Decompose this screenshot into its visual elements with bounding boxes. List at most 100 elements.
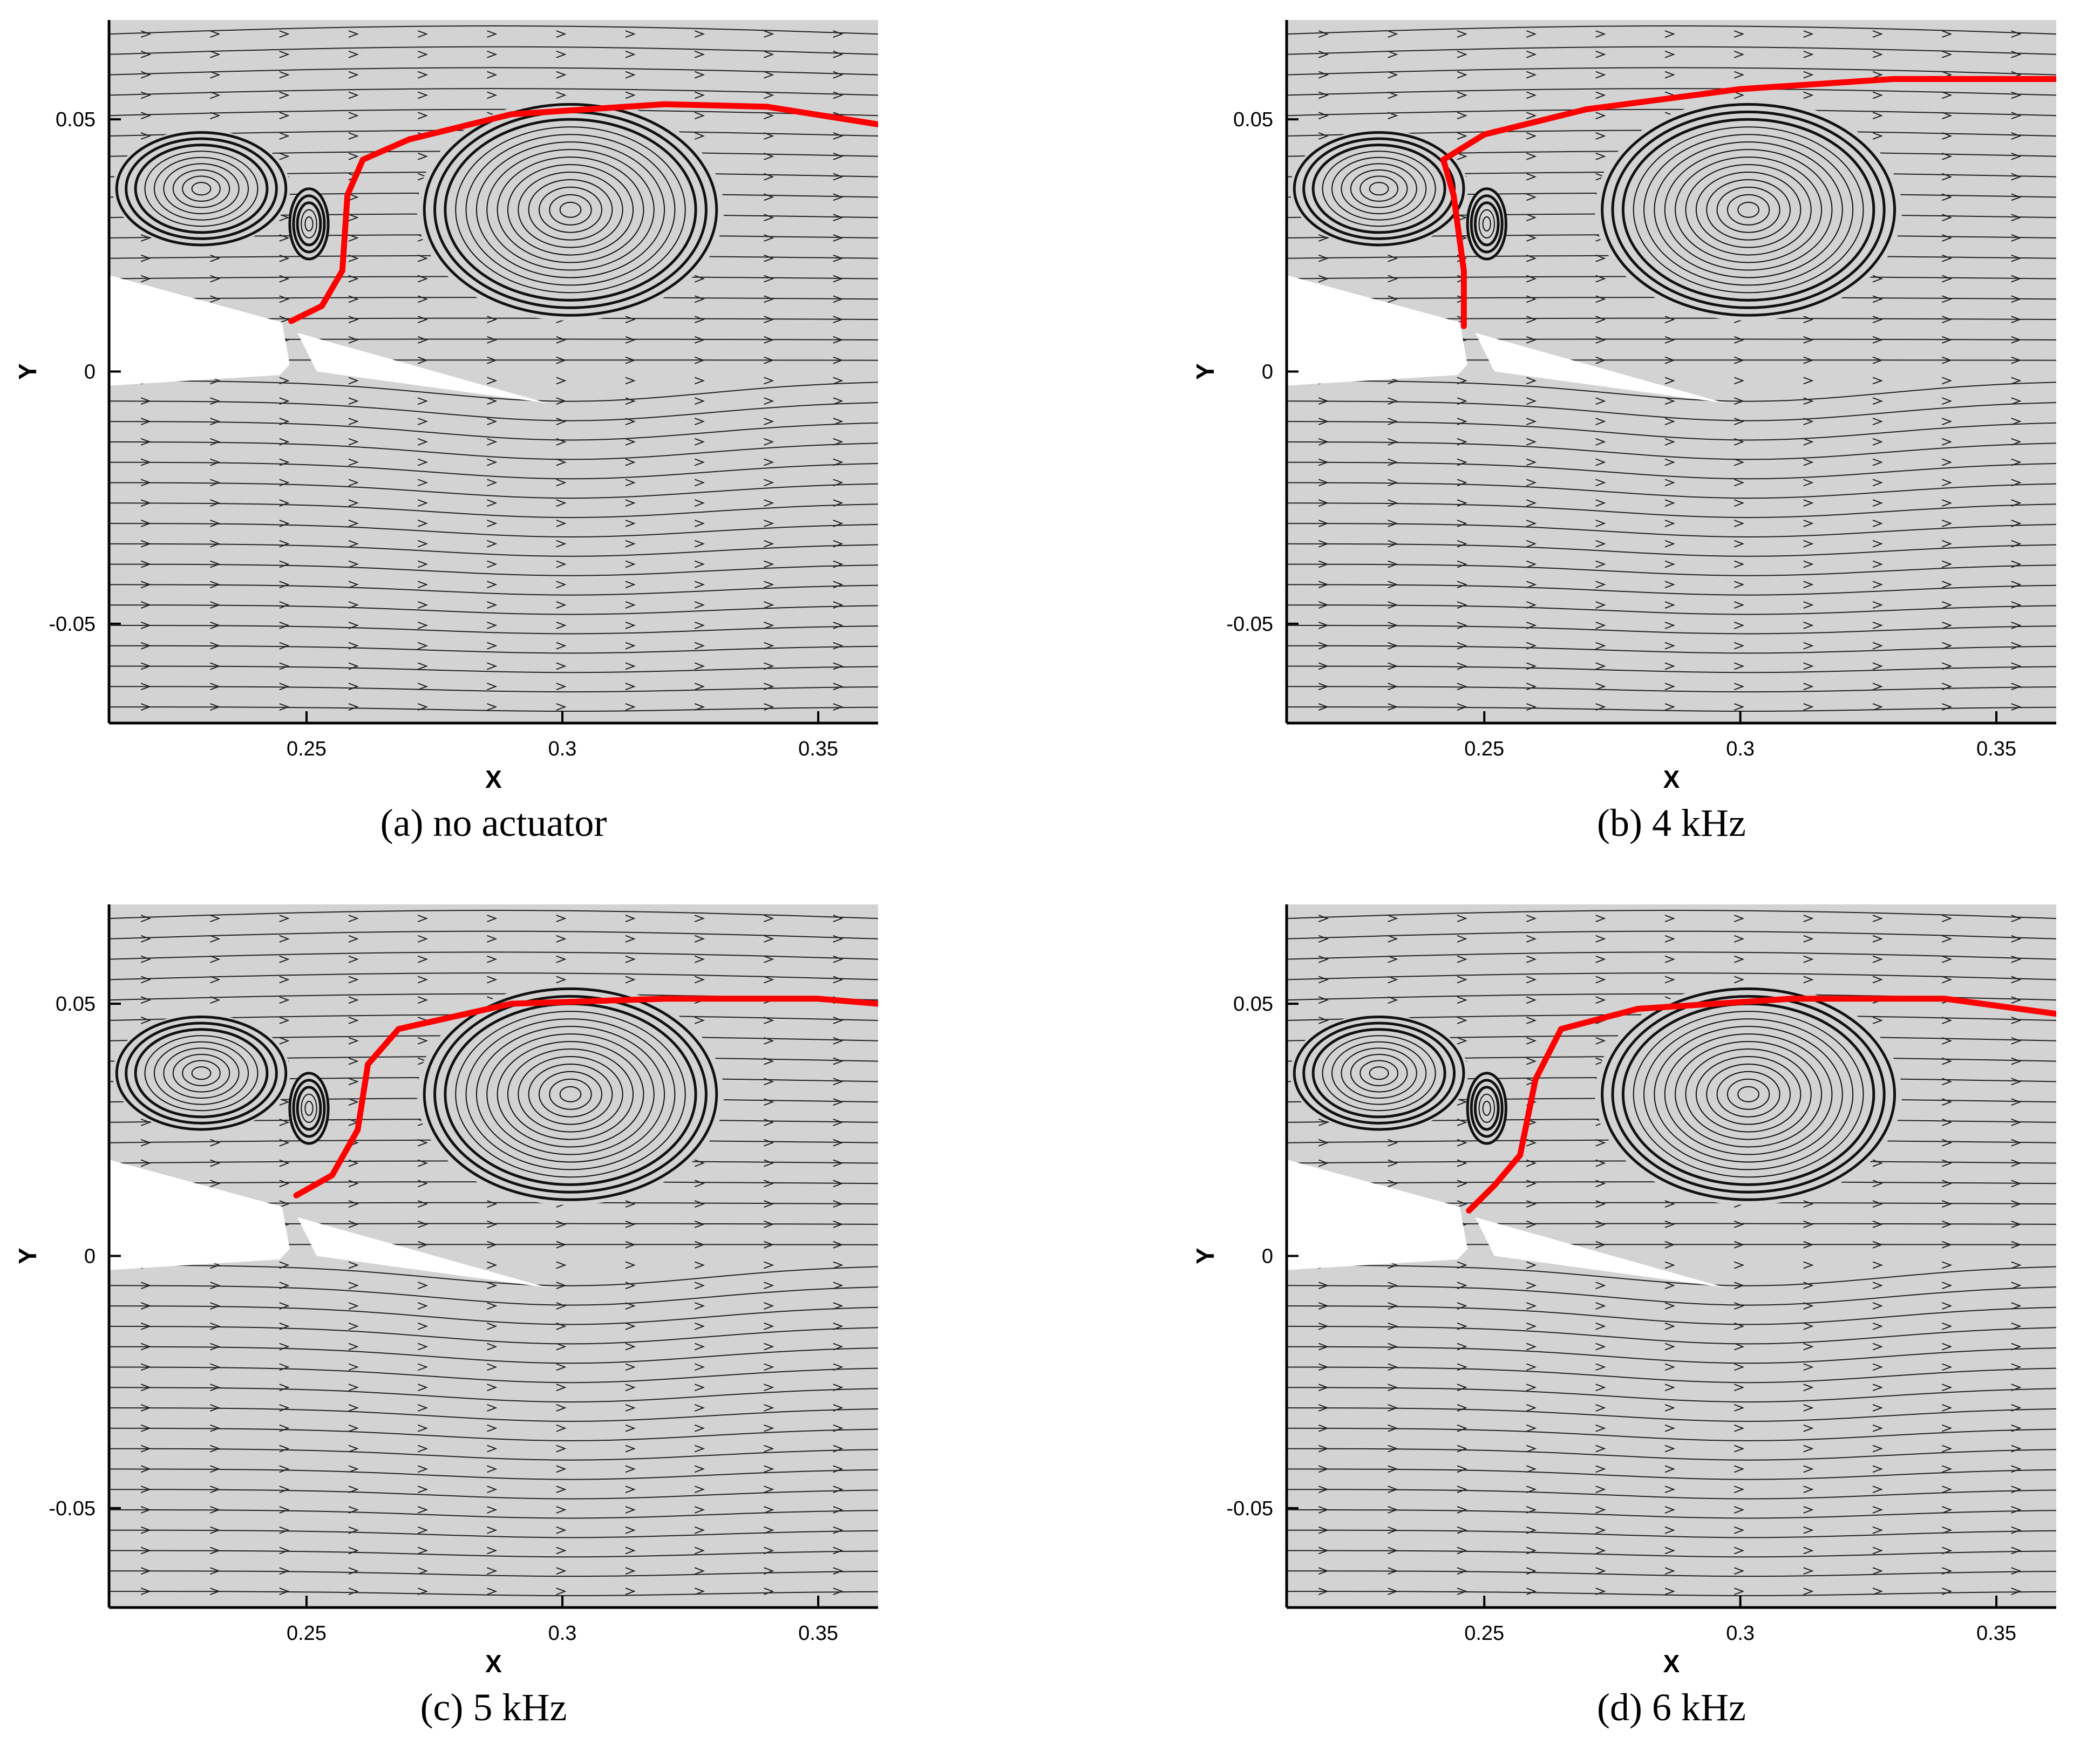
streamline-arrow — [1595, 601, 1606, 609]
streamline-arrow — [1872, 1547, 1883, 1555]
streamline-arrow — [1388, 560, 1398, 568]
streamline-arrow — [2011, 275, 2022, 283]
streamline-arrow — [140, 683, 152, 691]
streamline-arrow — [625, 336, 636, 344]
streamline-arrow — [1595, 1588, 1606, 1595]
streamline-arrow — [694, 1506, 705, 1514]
streamline-arrow — [1803, 955, 1814, 963]
streamline-arrow — [210, 295, 221, 303]
y-tick-label: 0 — [1262, 1245, 1273, 1268]
streamline-arrow — [1457, 976, 1467, 984]
streamline-arrow — [1942, 254, 1953, 262]
streamline — [1287, 543, 2056, 557]
vortex-ring — [1473, 201, 1500, 247]
streamline-arrow — [556, 621, 567, 629]
streamline-arrow — [1664, 438, 1675, 446]
vortex-ring — [134, 144, 269, 234]
streamline-arrow — [694, 1282, 705, 1290]
streamline-arrow — [210, 976, 221, 984]
streamline-arrow — [1457, 1424, 1467, 1432]
streamline-arrow — [1318, 132, 1329, 140]
streamline-arrow — [694, 683, 705, 691]
streamline-arrow — [417, 1486, 429, 1494]
streamline-arrow — [2011, 30, 2022, 38]
streamline-arrow — [694, 1241, 705, 1249]
streamline-arrow — [1872, 1302, 1883, 1310]
streamline-arrow — [348, 601, 359, 609]
streamline-arrow — [1457, 581, 1467, 589]
streamline-arrow — [1942, 1445, 1953, 1453]
streamline-arrow — [279, 152, 290, 160]
streamline-arrow — [1664, 1506, 1675, 1514]
streamline-arrow — [1388, 499, 1398, 507]
streamline-arrow — [1664, 499, 1675, 507]
streamline-arrow — [1803, 438, 1814, 446]
streamline — [1287, 706, 2056, 712]
streamline-arrow — [1942, 1037, 1953, 1045]
streamline-arrow — [1388, 275, 1398, 283]
streamline-arrow — [1595, 1547, 1606, 1555]
streamline-arrow — [279, 1404, 290, 1412]
streamline-arrow — [556, 1404, 567, 1412]
streamline-arrow — [625, 1302, 636, 1310]
streamline-arrow — [1388, 662, 1398, 670]
streamline-arrow — [1942, 1526, 1953, 1534]
streamline-arrow — [625, 1445, 636, 1453]
streamline-arrow — [764, 438, 774, 446]
vortex-ring — [507, 1048, 634, 1140]
vortex-ring — [1369, 182, 1389, 196]
vortex-ring — [1341, 1047, 1417, 1099]
streamline-arrow — [764, 1322, 774, 1330]
streamline-arrow — [1872, 397, 1883, 405]
streamline-arrow — [764, 112, 774, 120]
streamline-arrow — [348, 254, 359, 262]
streamline-arrow — [487, 601, 498, 609]
vortex-ring — [1470, 194, 1504, 254]
vortex-core — [1466, 187, 1507, 261]
vortex-ring — [1685, 1048, 1812, 1140]
streamline-arrow — [417, 30, 429, 38]
streamline-arrow — [694, 1261, 705, 1269]
vortex-ring — [296, 201, 322, 247]
vortex-ring — [465, 1018, 676, 1170]
streamline-arrow — [1803, 662, 1814, 670]
streamline-arrow — [1526, 1139, 1537, 1147]
streamline-arrow — [140, 1343, 152, 1351]
streamline-arrow — [764, 1343, 774, 1351]
streamline — [1287, 604, 2056, 615]
streamline — [109, 421, 878, 441]
streamline-arrow — [625, 1465, 636, 1473]
streamline-arrow — [140, 1322, 152, 1330]
vortex-core — [1290, 130, 1468, 248]
streamline-arrow — [625, 479, 636, 487]
streamline-arrow — [1942, 1241, 1953, 1249]
streamline-arrow — [1388, 621, 1398, 629]
streamline-arrow — [279, 1139, 290, 1147]
streamline-arrow — [694, 1302, 705, 1310]
streamline-arrow — [1526, 1526, 1537, 1534]
streamline-arrow — [1526, 955, 1537, 963]
streamline-arrow — [279, 560, 290, 568]
streamline-arrow — [1734, 50, 1745, 58]
streamline-arrow — [2011, 955, 2022, 963]
y-tick-label: 0.05 — [56, 108, 96, 131]
streamline-arrow — [417, 316, 429, 324]
streamline-arrow — [279, 703, 290, 711]
streamline-arrow — [1734, 955, 1745, 963]
streamline-arrow — [1595, 540, 1606, 548]
streamline-arrow — [1526, 193, 1537, 201]
streamline-arrow — [2011, 1180, 2022, 1188]
vortex-core — [1290, 1014, 1468, 1133]
streamline-arrow — [2011, 1363, 2022, 1371]
streamline-arrow — [556, 1261, 567, 1269]
streamline-arrow — [1803, 560, 1814, 568]
streamline-arrow — [1318, 458, 1329, 466]
streamline-arrow — [1803, 976, 1814, 984]
streamline-arrow — [417, 336, 429, 344]
streamline-arrow — [1872, 336, 1883, 344]
vortex-ring — [1726, 1078, 1770, 1110]
streamline-arrow — [487, 1465, 498, 1473]
streamline-arrow — [1664, 915, 1675, 922]
streamline-arrow — [764, 915, 774, 922]
vortex-ring — [125, 137, 278, 240]
